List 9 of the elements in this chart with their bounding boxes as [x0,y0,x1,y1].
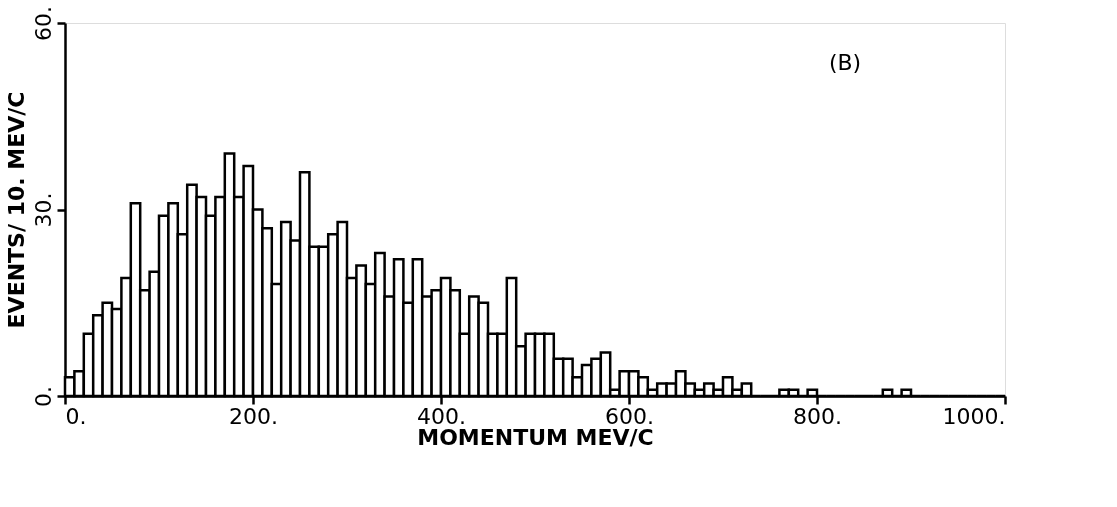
x-tick-label: 0. [65,403,87,429]
y-tick-label: 30. [30,192,56,228]
y-tick-label: 60. [30,6,56,41]
x-tick-label: 200. [229,403,278,429]
x-tick-label: 800. [793,403,842,429]
annotation: (B) [828,50,862,75]
y-tick-label: 0. [30,386,56,407]
x-tick-label: 1000. [942,403,1006,429]
y-axis-title: EVENTS/ 10. MEV/C [3,91,29,329]
